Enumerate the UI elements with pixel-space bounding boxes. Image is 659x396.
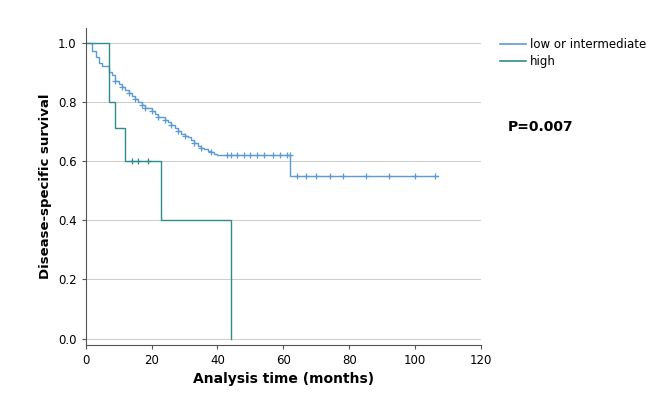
X-axis label: Analysis time (months): Analysis time (months) bbox=[193, 372, 374, 386]
Y-axis label: Disease-specific survival: Disease-specific survival bbox=[40, 93, 53, 279]
Text: P=0.007: P=0.007 bbox=[507, 120, 573, 134]
Legend: low or intermediate, high: low or intermediate, high bbox=[495, 34, 651, 72]
